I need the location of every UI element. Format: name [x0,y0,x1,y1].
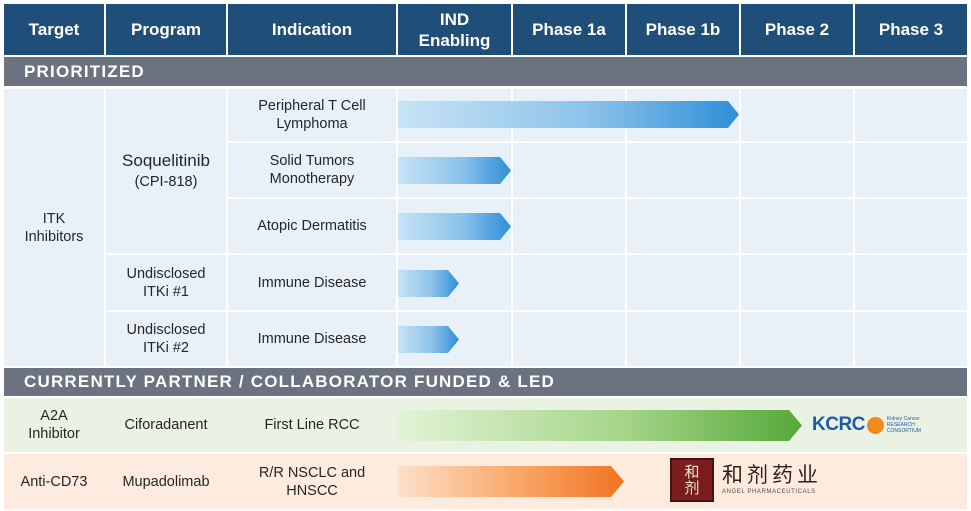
indication-solid-tumors: Solid Tumors Monotherapy [228,143,396,197]
indication-nsclc-hnscc: R/R NSCLC and HNSCC [258,464,366,499]
kcrc-logo: KCRC Kidney Cancer RESEARCH CONSORTIUM [812,410,930,440]
program-mupadolimab: Mupadolimab [122,473,210,490]
program-soquelitinib: Soquelitinib (CPI-818) [106,89,226,253]
header-target: Target [4,4,104,55]
kcrc-logo-circle-icon [866,416,884,434]
header-phase-3: Phase 3 [855,4,967,55]
indication-ptcl: Peripheral T Cell Lymphoma [228,89,396,141]
progress-bar-atopic-dermatitis [398,213,511,240]
program-undisclosed-2: Undisclosed ITKi #2 [106,312,226,366]
target-itk-inhibitors: ITK Inhibitors [4,89,104,366]
phase-column-1a [513,89,625,366]
header-phase-2: Phase 2 [741,4,853,55]
progress-bar-ptcl [398,101,739,128]
kcrc-sub-line: RESEARCH [886,422,915,428]
angel-seal-text: 和剂 [684,463,700,497]
kcrc-logo-subtext: Kidney Cancer RESEARCH CONSORTIUM [887,416,921,434]
progress-bar-immune-disease-2 [398,326,459,353]
target-a2a-inhibitor: A2A Inhibitor [28,408,80,442]
kcrc-sub-line: CONSORTIUM [886,428,921,434]
angel-logo-en: ANGEL PHARMACEUTICALS [722,489,816,495]
phase-column-2 [741,89,853,366]
program-undisclosed-1: Undisclosed ITKi #1 [106,255,226,310]
progress-bar-immune-disease-1 [398,270,459,297]
program-ciforadanent: Ciforadanent [124,417,208,433]
kcrc-logo-text: KCRC [812,414,865,435]
program-name: Soquelitinib [122,151,210,170]
row-divider [398,310,967,312]
indication-immune-disease-2: Immune Disease [228,312,396,366]
header-indication: Indication [228,4,396,55]
indication-atopic-dermatitis: Atopic Dermatitis [228,199,396,253]
section-partner: CURRENTLY PARTNER / COLLABORATOR FUNDED … [4,368,967,396]
angel-logo-cn: 和剂药业 [722,463,822,487]
angel-logo-text: 和剂药业 ANGEL PHARMACEUTICALS [722,462,832,502]
header-program: Program [106,4,226,55]
progress-bar-rcc [398,410,802,441]
phase-column-3 [855,89,967,366]
kcrc-sub-line: Kidney Cancer [886,416,920,422]
header-phase-1a: Phase 1a [513,4,625,55]
indication-immune-disease-1: Immune Disease [228,255,396,310]
phase-column-1b [627,89,739,366]
angel-seal-logo: 和剂 [670,458,714,502]
header-ind-enabling: IND Enabling [398,4,511,55]
progress-bar-solid-tumors [398,157,511,184]
section-prioritized: PRIORITIZED [4,57,967,86]
progress-bar-nsclc-hnscc [398,466,624,497]
header-phase-1b: Phase 1b [627,4,739,55]
target-anti-cd73: Anti-CD73 [20,473,88,490]
row-divider [398,141,967,143]
indication-first-line-rcc: First Line RCC [264,417,360,433]
program-code: (CPI-818) [134,174,198,190]
row-divider [398,253,967,255]
row-divider [398,197,967,199]
